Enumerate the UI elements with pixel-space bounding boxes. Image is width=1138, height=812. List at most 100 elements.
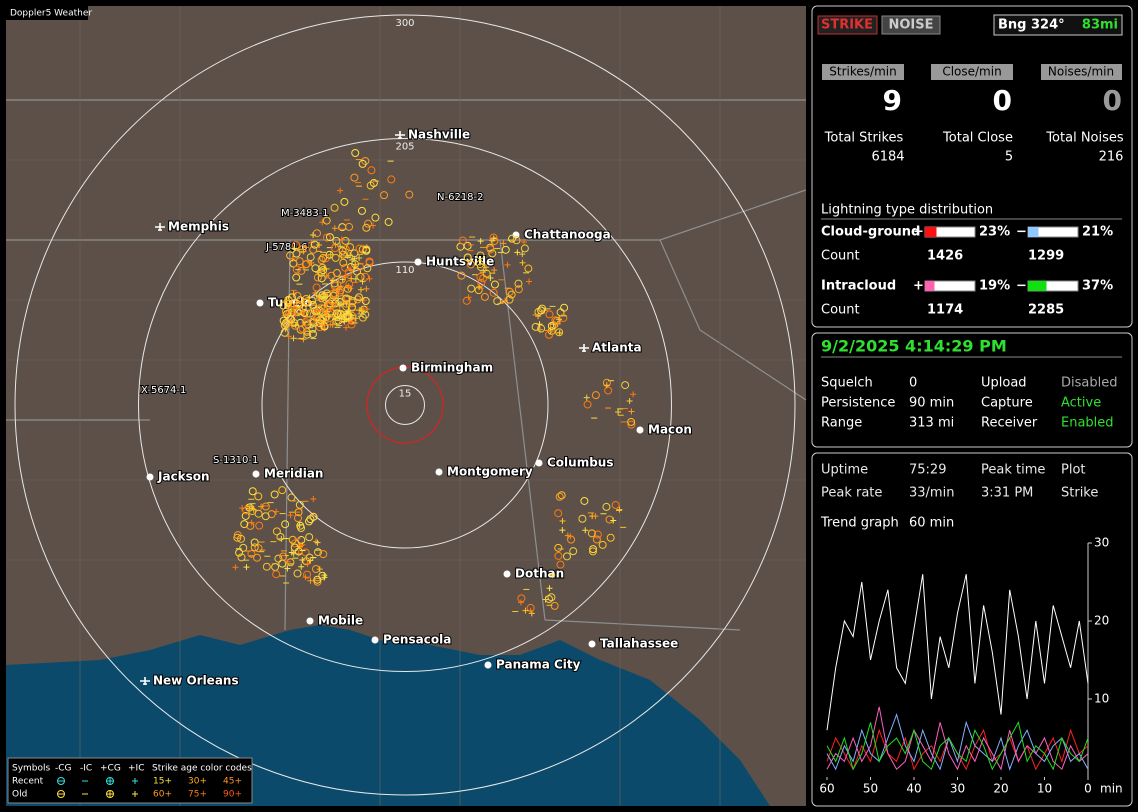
label: + [913, 225, 924, 240]
strike-symbol [296, 522, 303, 529]
label: Old [12, 790, 27, 800]
top-buttons[interactable] [817, 14, 1123, 80]
city-label: Pensacola [383, 633, 451, 647]
label: 60+ [153, 790, 172, 800]
label: +CG [100, 764, 121, 774]
label: 37% [1082, 279, 1113, 294]
strike-symbol [347, 303, 356, 312]
strike-symbol [284, 565, 291, 572]
strike-symbol [366, 275, 373, 282]
strike-symbol [287, 512, 294, 519]
cities: NashvilleMemphisHuntsvilleChattanoogaTup… [140, 127, 693, 689]
strike-symbol [339, 250, 348, 259]
strike-symbol [531, 322, 540, 331]
strike-symbol [508, 234, 517, 243]
strike-symbol [537, 306, 546, 315]
strike-symbol [542, 596, 549, 603]
window-title: Doppler5 Weather [10, 9, 92, 19]
city-label: Macon [648, 423, 692, 437]
rate-button[interactable] [931, 64, 1013, 80]
strike-symbol [276, 532, 285, 541]
strike-symbol [589, 545, 598, 554]
strike-symbol [325, 233, 334, 242]
label: 90 min [909, 396, 954, 411]
strike-symbol [284, 558, 291, 565]
strike-symbol [302, 574, 309, 581]
legend-box [7, 757, 253, 804]
city-dot [252, 470, 260, 478]
trend-line [826, 574, 1089, 731]
strike-symbol [467, 260, 476, 269]
strike-symbol [282, 318, 291, 327]
strike-symbol [583, 394, 590, 401]
strike-symbol [562, 552, 571, 561]
strike-symbol [487, 274, 494, 281]
strike-symbol [250, 538, 259, 547]
strike-symbol [301, 548, 310, 557]
noise-button[interactable] [881, 15, 941, 35]
strike-symbol [293, 301, 302, 310]
strike-symbol [240, 520, 249, 529]
label: Total Noises [1045, 131, 1124, 146]
strike-symbol [303, 570, 312, 579]
strike-symbol [345, 283, 352, 290]
strike-symbol [549, 572, 556, 579]
strike-symbol [357, 286, 364, 293]
strike-symbol [355, 293, 364, 302]
strike-symbol [325, 250, 334, 259]
strike-symbol [301, 260, 310, 269]
label: 21% [1082, 225, 1113, 240]
rate-button[interactable] [822, 64, 904, 80]
strike-symbol [302, 297, 311, 306]
strike-symbol [331, 225, 338, 232]
strike-symbol [521, 238, 528, 245]
strike-symbol [237, 553, 246, 562]
strike-symbol [352, 275, 359, 282]
strike-symbol [291, 245, 298, 252]
strike-symbol [237, 534, 246, 543]
strike-symbol [297, 266, 306, 275]
city-dot [146, 473, 154, 481]
strike-symbol [280, 328, 289, 337]
strike-symbol [313, 314, 322, 323]
strike-symbol [338, 301, 345, 308]
strike-symbol [480, 292, 489, 301]
label: 2285 [1028, 303, 1064, 318]
strike-symbol [316, 242, 323, 249]
strike-symbol [519, 259, 526, 266]
strike-symbol [627, 417, 636, 426]
strike-symbol [345, 222, 354, 231]
strike-symbol [580, 496, 589, 505]
strike-symbol [343, 284, 352, 293]
rate-button[interactable] [1041, 64, 1122, 80]
label: Plot [1061, 463, 1086, 478]
strike-symbol [323, 272, 330, 279]
strike-symbol [316, 303, 325, 312]
strike-button[interactable] [817, 15, 878, 35]
map-legend: Symbols -CG -IC +CG +IC Strike age color code… [7, 757, 253, 804]
strike-symbol [254, 492, 263, 501]
strike-symbol [467, 284, 476, 293]
county-lines [6, 6, 806, 806]
label: Total Strikes [824, 131, 904, 146]
strike-symbol [603, 382, 610, 389]
label: Bng 324° [998, 18, 1065, 33]
label: 0 [909, 376, 917, 391]
strike-symbol [281, 520, 290, 529]
strike-symbol [490, 280, 499, 289]
strike-symbol [626, 397, 633, 404]
strike-symbol [556, 329, 563, 336]
strike-symbol [292, 265, 301, 274]
strike-symbol [261, 512, 270, 521]
strike-symbol [488, 249, 497, 258]
strike-symbol [616, 506, 623, 513]
label: Range [821, 416, 862, 431]
strike-symbol [235, 548, 244, 557]
label: Active [1061, 396, 1101, 411]
strike-symbol [300, 336, 307, 343]
label: 33/min [909, 486, 954, 501]
strike-symbol [343, 312, 352, 321]
strike-symbol [363, 285, 370, 292]
strike-symbol [248, 487, 257, 496]
strike-symbol [303, 330, 312, 339]
